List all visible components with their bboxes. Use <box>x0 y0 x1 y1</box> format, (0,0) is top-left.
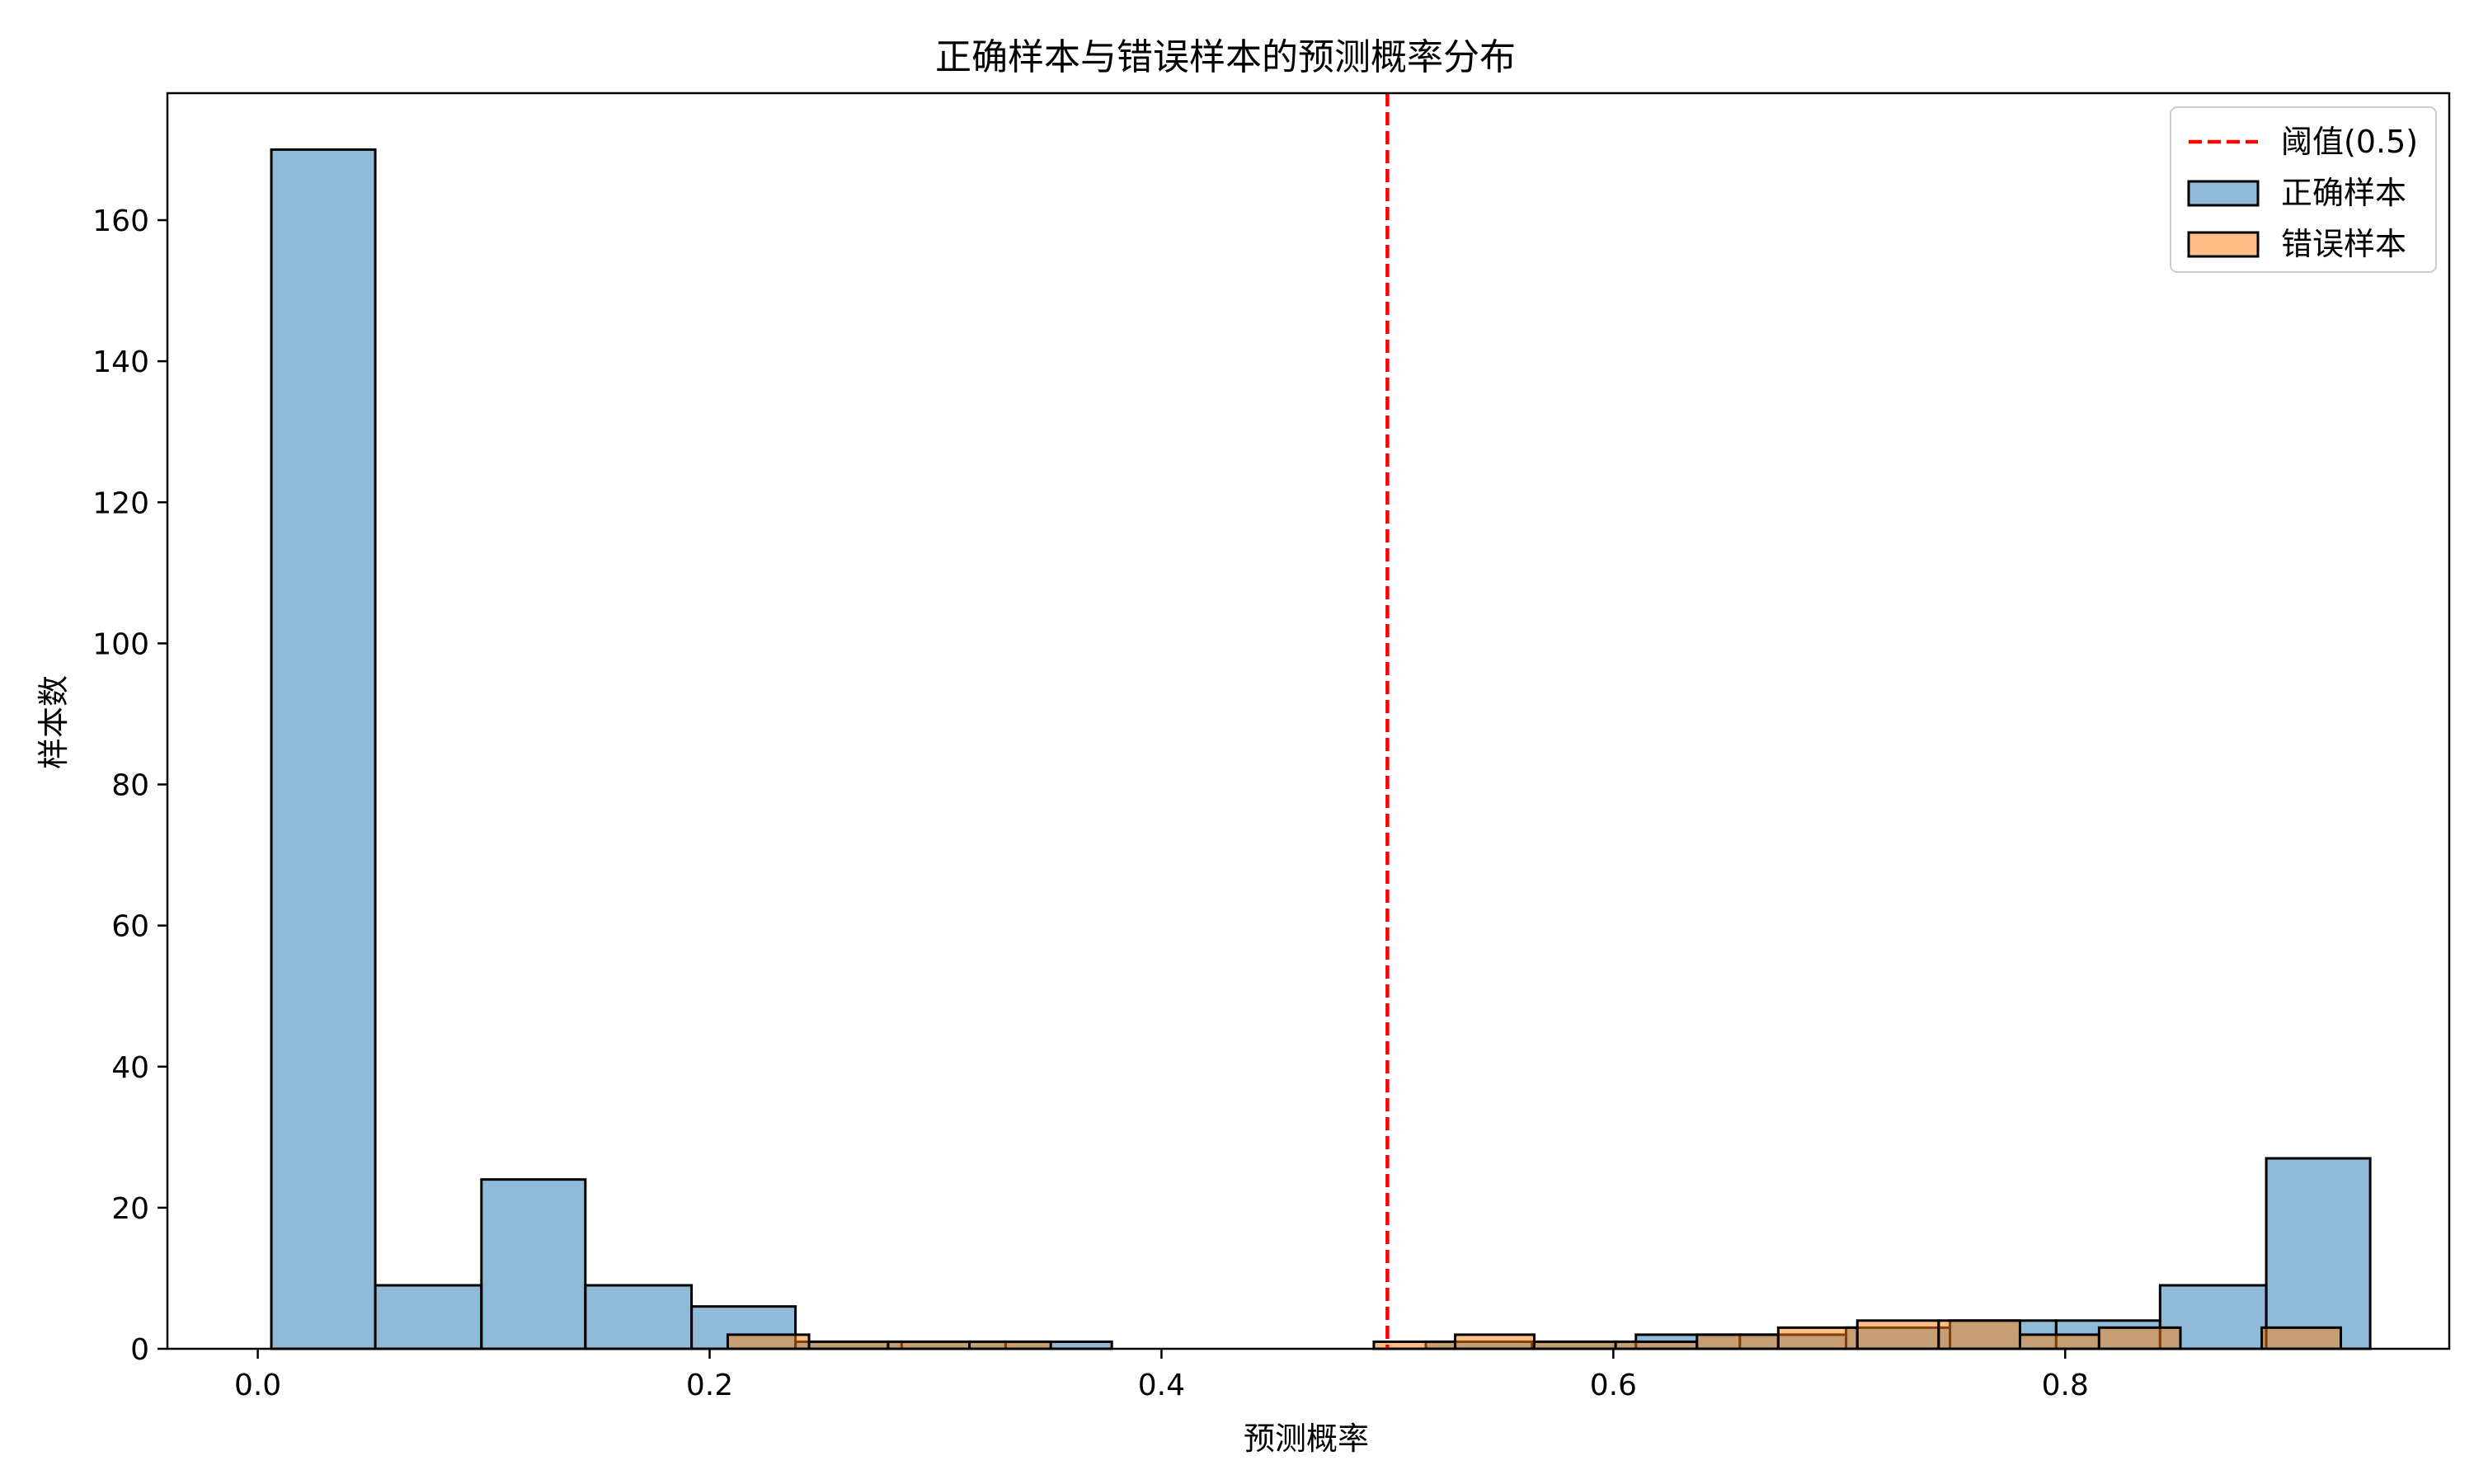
x-tick-label: 0.8 <box>2042 1369 2089 1402</box>
histogram-bar <box>2097 1326 2182 1350</box>
histogram-bar <box>270 148 377 1350</box>
histogram-bar <box>1454 1333 1536 1350</box>
y-tick-label: 100 <box>92 627 149 661</box>
x-tick-label: 0.4 <box>1138 1369 1185 1402</box>
histogram-bar <box>1937 1319 2021 1350</box>
y-tick-label: 120 <box>92 486 149 520</box>
legend-frame <box>2170 106 2437 273</box>
histogram-bar <box>1614 1340 1699 1350</box>
histogram-bar <box>2260 1326 2342 1350</box>
histogram-bar <box>968 1340 1052 1350</box>
x-tick-label: 0.6 <box>1590 1369 1637 1402</box>
legend-series-1-label: 错误样本 <box>2281 226 2406 262</box>
x-tick-label: 0.0 <box>234 1369 281 1402</box>
y-tick-label: 60 <box>111 910 149 944</box>
y-tick-label: 80 <box>111 769 149 803</box>
legend-series-1-swatch <box>2187 231 2260 258</box>
y-tick-label: 140 <box>92 345 149 379</box>
histogram-bar <box>374 1284 483 1350</box>
histogram-bar <box>726 1333 811 1350</box>
series-1-bars <box>726 1319 2342 1350</box>
x-axis-label: 预测概率 <box>1244 1421 1369 1457</box>
histogram-bar <box>1696 1333 1780 1350</box>
y-tick-label: 20 <box>111 1192 149 1226</box>
histogram-bar <box>1776 1326 1859 1350</box>
histogram-bar <box>1532 1340 1617 1350</box>
plot-area: 0.0 0.2 0.4 0.6 0.8 0 20 40 60 80 100 120 140 160 <box>92 92 2451 1402</box>
histogram-bar <box>887 1340 971 1350</box>
histogram-bar <box>807 1340 890 1350</box>
histogram-bar <box>2265 1157 2372 1350</box>
histogram-bar <box>480 1178 587 1350</box>
chart-title: 正确样本与错误样本的预测概率分布 <box>935 36 1516 78</box>
x-tick-label: 0.2 <box>686 1369 733 1402</box>
histogram-bar <box>1856 1319 1940 1350</box>
y-tick-label: 0 <box>130 1333 149 1367</box>
y-tick-label: 160 <box>92 204 149 238</box>
histogram-bar <box>584 1284 694 1350</box>
histogram-bar <box>2018 1333 2100 1350</box>
legend-threshold-label: 阈值(0.5) <box>2281 124 2418 160</box>
legend-series-0-swatch <box>2187 180 2260 207</box>
legend-series-0-label: 正确样本 <box>2281 175 2406 211</box>
series-0-bars <box>270 148 2372 1350</box>
y-tick-label: 40 <box>111 1051 149 1085</box>
y-axis-label: 样本数 <box>35 675 72 769</box>
axes-frame <box>166 92 2451 1350</box>
